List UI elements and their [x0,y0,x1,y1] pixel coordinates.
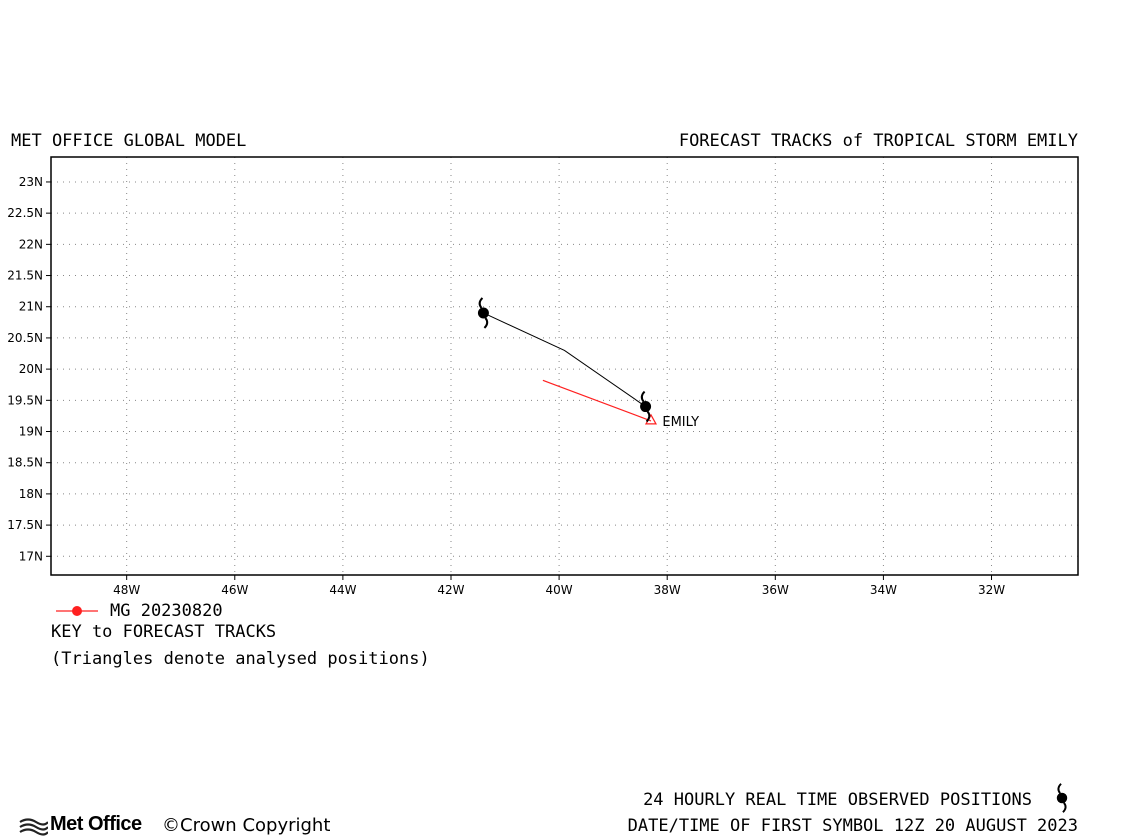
observed-track-line [483,312,646,407]
lon-tick-label: 32W [978,583,1005,597]
first-symbol-datetime: DATE/TIME OF FIRST SYMBOL 12Z 20 AUGUST … [627,816,1078,836]
lat-tick-label: 19.5N [7,393,43,407]
lat-tick-label: 21N [19,300,43,314]
header-model-title: MET OFFICE GLOBAL MODEL [11,131,247,151]
map-frame [50,156,1079,576]
lat-tick-label: 23N [19,175,43,189]
lon-tick-label: 48W [113,583,140,597]
legend-swatch [56,606,98,616]
storm-name-label: EMILY [662,415,699,430]
lat-tick-label: 17.5N [7,518,43,532]
copyright-text: Crown Copyright [180,815,331,836]
storm-position-icon [477,297,489,329]
forecast-track-line [542,379,652,422]
lon-tick-label: 40W [546,583,573,597]
legend-dot [72,606,82,616]
met-office-logo-text: Met Office [50,813,142,835]
lon-tick-label: 42W [437,583,464,597]
legend-item-label: MG 20230820 [110,601,223,621]
lat-tick-label: 20N [19,362,43,376]
key-title: KEY to FORECAST TRACKS [51,622,277,642]
lon-tick-label: 38W [654,583,681,597]
storm-position-icon [640,390,652,423]
copyright-notice: ©Crown Copyright [162,816,330,836]
tracks: EMILY [477,297,699,430]
key-note: (Triangles denote analysed positions) [51,649,430,669]
lon-tick-label: 34W [870,583,897,597]
met-office-logo-icon [19,817,48,836]
lat-tick-label: 18N [19,487,43,501]
lat-tick-label: 21.5N [7,269,43,283]
met-office-logo: Met Office [18,813,142,836]
lon-tick-label: 46W [221,583,248,597]
lon-tick-label: 36W [762,583,789,597]
map-grid [51,157,1078,575]
lat-tick-label: 19N [19,425,43,439]
lat-tick-label: 22N [19,237,43,251]
lat-tick-label: 20.5N [7,331,43,345]
axis-ticks: 48W 46W 44W 42W 40W 38W 36W 34W 32W 17N 17.5N 18N 18… [7,175,1005,597]
footer-cyclone-symbol [1056,783,1068,813]
observed-positions-note: 24 HOURLY REAL TIME OBSERVED POSITIONS [643,790,1032,810]
lat-tick-label: 22.5N [7,206,43,220]
copyright-icon: © [162,815,180,836]
lat-tick-label: 17N [19,549,43,563]
cyclone-icon [1056,783,1068,813]
header-storm-title: FORECAST TRACKS of TROPICAL STORM EMILY [678,131,1078,151]
lon-tick-label: 44W [329,583,356,597]
lat-tick-label: 18.5N [7,456,43,470]
